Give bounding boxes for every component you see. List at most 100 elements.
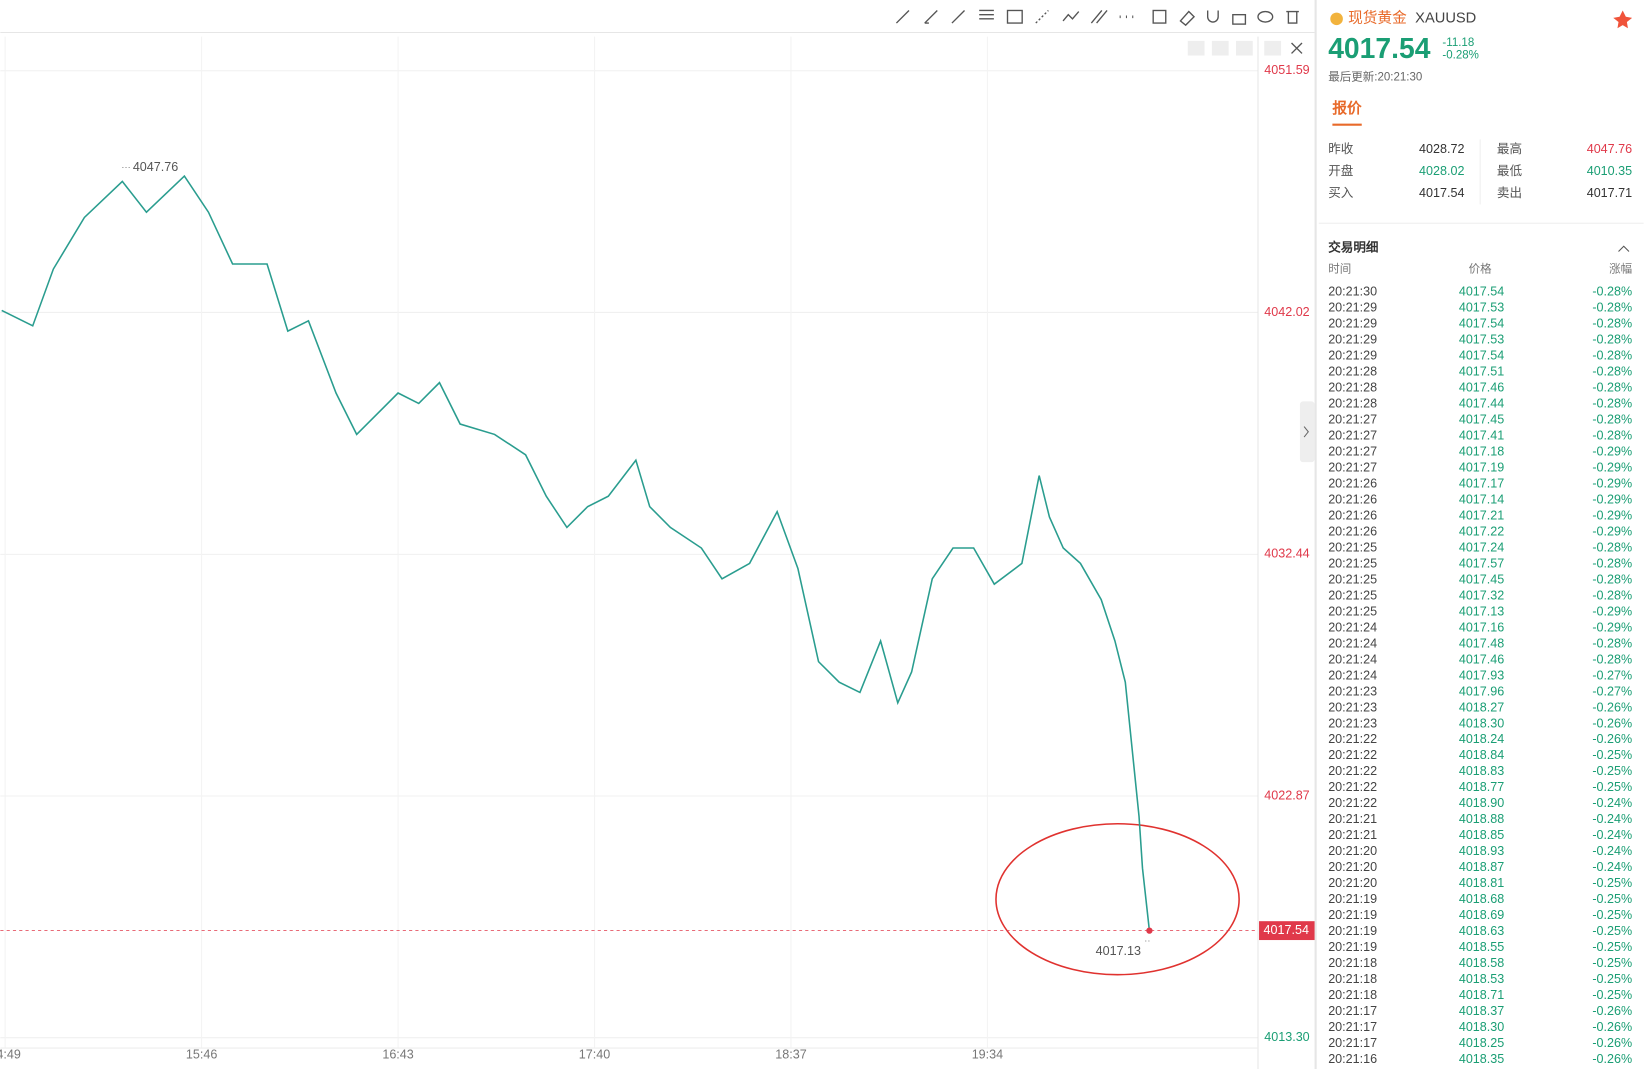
tool-dash[interactable] [1035, 9, 1049, 24]
current-price-tag [1259, 921, 1315, 941]
tool-line[interactable] [895, 9, 910, 24]
trade-cell: 4017.96 [1459, 684, 1504, 698]
trade-cell: 20:21:27 [1328, 445, 1377, 459]
trade-cell: -0.25% [1592, 892, 1632, 906]
trade-cell: 20:21:28 [1328, 381, 1377, 395]
tool-eye[interactable] [1257, 10, 1274, 23]
trade-cell: -0.29% [1592, 604, 1632, 618]
trade-cell: -0.27% [1592, 668, 1632, 682]
trade-cell: 4018.87 [1459, 860, 1504, 874]
trade-cell: 20:21:27 [1328, 461, 1377, 475]
trade-cell: 4018.35 [1459, 1052, 1504, 1066]
tool-eraser[interactable] [1179, 10, 1196, 27]
trade-cell: 20:21:29 [1328, 317, 1377, 331]
collapse-icon[interactable] [1618, 245, 1630, 252]
current-dot [1146, 927, 1153, 934]
trade-cell: -0.24% [1592, 796, 1632, 810]
tool-parallel[interactable] [1090, 10, 1108, 24]
trade-cell: -0.28% [1592, 413, 1632, 427]
trade-cell: 20:21:17 [1328, 1036, 1377, 1050]
x-tick-label: 19:34 [972, 1048, 1003, 1062]
trade-cell: -0.24% [1592, 844, 1632, 858]
trade-cell: 4018.84 [1459, 748, 1504, 762]
trade-cell: 20:21:23 [1328, 716, 1377, 730]
trade-cell: 4017.24 [1459, 540, 1504, 554]
btn-indicator[interactable] [1187, 40, 1205, 56]
btn-expand[interactable] [1264, 40, 1282, 56]
tool-delete[interactable] [1286, 10, 1299, 24]
instrument-name: 现货黄金 [1348, 10, 1407, 27]
trade-cell: 4017.13 [1459, 604, 1504, 618]
toolbar[interactable] [895, 9, 1303, 56]
trade-cell: 4018.55 [1459, 940, 1504, 954]
trade-cell: 4018.85 [1459, 828, 1504, 842]
tool-ray[interactable] [924, 9, 938, 24]
trade-cell: -0.27% [1592, 684, 1632, 698]
trade-cell: -0.25% [1592, 780, 1632, 794]
trade-cell: -0.25% [1592, 924, 1632, 938]
tool-segment[interactable] [951, 9, 966, 24]
tab-quote[interactable]: 报价 [1332, 100, 1362, 117]
field-value: 4017.54 [1419, 186, 1464, 200]
favorite-star[interactable] [1613, 10, 1633, 29]
trade-cell: 20:21:17 [1328, 1004, 1377, 1018]
trades-header: 涨幅 [1609, 261, 1632, 275]
trade-cell: 20:21:22 [1328, 780, 1377, 794]
instrument-symbol: XAUUSD [1415, 11, 1476, 27]
field-value: 4017.71 [1587, 186, 1632, 200]
trade-cell: 4017.46 [1459, 652, 1504, 666]
annotation-label: 4017.13 [1096, 944, 1141, 958]
trade-cell: 4018.69 [1459, 908, 1504, 922]
trade-cell: 20:21:19 [1328, 940, 1377, 954]
trade-cell: 20:21:28 [1328, 397, 1377, 411]
trade-cell: -0.28% [1592, 349, 1632, 363]
tool-note[interactable] [1152, 9, 1167, 24]
panel-toggle[interactable] [1299, 401, 1315, 463]
trade-cell: 4017.22 [1459, 524, 1504, 538]
trade-cell: 20:21:19 [1328, 892, 1377, 906]
tool-poly[interactable] [1062, 11, 1080, 22]
trade-cell: -0.28% [1592, 317, 1632, 331]
y-tick-label: 4022.87 [1264, 788, 1309, 802]
trade-cell: -0.29% [1592, 445, 1632, 459]
trade-cell: 20:21:29 [1328, 301, 1377, 315]
btn-draw[interactable] [1211, 40, 1229, 56]
trade-cell: -0.24% [1592, 812, 1632, 826]
trade-cell: 20:21:22 [1328, 732, 1377, 746]
y-tick-label: 4051.59 [1264, 63, 1309, 77]
trades-header: 时间 [1328, 262, 1351, 275]
current-price-label: 4017.54 [1264, 923, 1309, 937]
tool-magnet[interactable] [1206, 10, 1219, 23]
trade-cell: 20:21:25 [1328, 556, 1377, 570]
trade-cell: -0.28% [1592, 397, 1632, 411]
trade-cell: -0.25% [1592, 908, 1632, 922]
tool-rect[interactable] [1006, 9, 1023, 24]
trade-cell: 20:21:28 [1328, 365, 1377, 379]
last-price: 4017.54 [1328, 32, 1431, 64]
trade-cell: 4018.24 [1459, 732, 1504, 746]
tool-lock[interactable] [1232, 13, 1247, 25]
tool-fib[interactable] [979, 9, 994, 20]
trade-cell: -0.29% [1592, 508, 1632, 522]
field-label: 最低 [1497, 164, 1523, 178]
trade-cell: 20:21:24 [1328, 620, 1377, 634]
trade-cell: 4018.68 [1459, 892, 1504, 906]
trade-cell: 4017.32 [1459, 588, 1504, 602]
field-label: 买入 [1328, 186, 1354, 200]
price-change: -11.18 [1442, 37, 1474, 49]
trade-cell: -0.28% [1592, 652, 1632, 666]
btn-type[interactable] [1235, 40, 1253, 56]
trade-cell: 4018.37 [1459, 1004, 1504, 1018]
trade-cell: 20:21:22 [1328, 764, 1377, 778]
trade-cell: 20:21:27 [1328, 413, 1377, 427]
trade-cell: 4017.16 [1459, 620, 1504, 634]
x-tick-label: 16:43 [382, 1048, 413, 1062]
btn-close[interactable] [1291, 42, 1303, 54]
trade-cell: -0.29% [1592, 477, 1632, 491]
trade-cell: -0.28% [1592, 381, 1632, 395]
trade-cell: -0.29% [1592, 524, 1632, 538]
trade-cell: 4017.53 [1459, 301, 1504, 315]
trade-cell: -0.25% [1592, 988, 1632, 1002]
trade-cell: -0.24% [1592, 828, 1632, 842]
trade-cell: 20:21:20 [1328, 844, 1377, 858]
